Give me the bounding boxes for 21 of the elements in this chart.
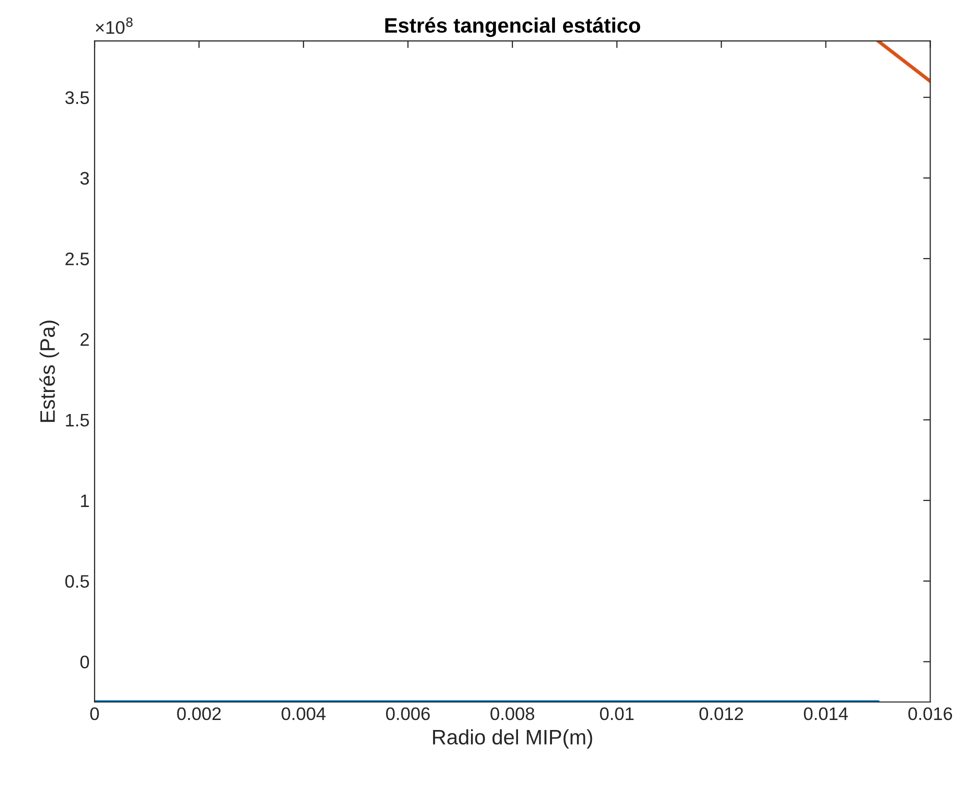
chart-title: Estrés tangencial estático	[385, 17, 640, 38]
x-tick-label: 0	[90, 707, 99, 720]
x-tick-label: 0.004	[282, 707, 326, 720]
y-tick-label: 0	[80, 656, 90, 668]
x-tick-label: 0.016	[908, 707, 952, 720]
x-axis-title: Radio del MIP(m)	[433, 729, 592, 749]
y-tick-label: 0.5	[65, 575, 89, 588]
y-tick-label: 3.5	[65, 91, 89, 104]
y-axis-title: Estrés (Pa)	[39, 320, 60, 422]
x-tick-label: 0.002	[177, 707, 221, 720]
y-tick-label: 1	[81, 494, 89, 507]
y-tick-label: 3	[80, 172, 89, 185]
text: ×10$^{8}$	[96, 17, 133, 34]
x-tick-label: 0.008	[490, 707, 534, 720]
y-tick-label: 1.5	[66, 414, 89, 427]
y-tick-label: 2.5	[66, 252, 89, 266]
y-tick-label: 2	[80, 333, 89, 346]
x-tick-label: 0.006	[386, 707, 430, 720]
x-tick-label: 0.012	[699, 707, 744, 720]
x-tick-label: 0.01	[600, 707, 634, 720]
x-tick-label: 0.014	[804, 707, 848, 720]
